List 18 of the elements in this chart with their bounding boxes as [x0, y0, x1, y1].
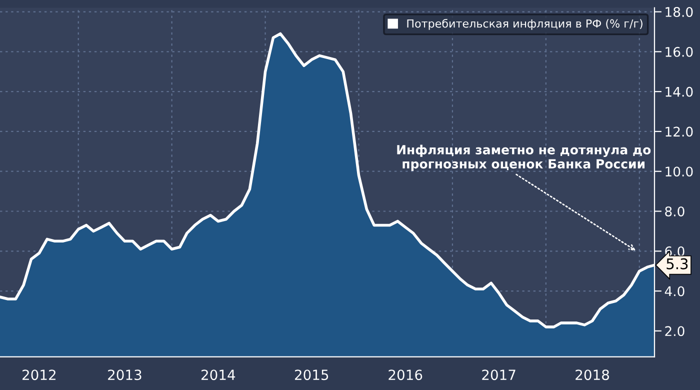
legend-label: Потребительская инфляция в РФ (% г/г)	[407, 18, 642, 30]
y-tick-label: 8.0	[665, 206, 684, 216]
annotation: Инфляция заметно не дотянула до прогнозных оценок Банка России	[397, 144, 651, 171]
y-tick-label: 4.0	[664, 286, 684, 296]
x-tick-label: 2018	[576, 370, 609, 380]
y-tick-label: 14.0	[666, 86, 693, 97]
x-tick-label: 2017	[482, 370, 516, 380]
y-tick-label: 10.0	[666, 166, 693, 177]
y-tick-label: 2.0	[665, 326, 684, 336]
annotation: 5.3	[666, 258, 688, 270]
x-tick-label: 2012	[22, 370, 56, 380]
x-tick-label: 2015	[294, 370, 328, 380]
y-tick-label: 12.0	[666, 126, 693, 137]
x-tick-label: 2016	[388, 370, 422, 380]
x-tick-label: 2013	[108, 370, 142, 380]
y-tick-label: 18.0	[666, 7, 693, 17]
y-tick-label: 16.0	[666, 46, 693, 57]
x-tick-label: 2014	[202, 370, 236, 380]
